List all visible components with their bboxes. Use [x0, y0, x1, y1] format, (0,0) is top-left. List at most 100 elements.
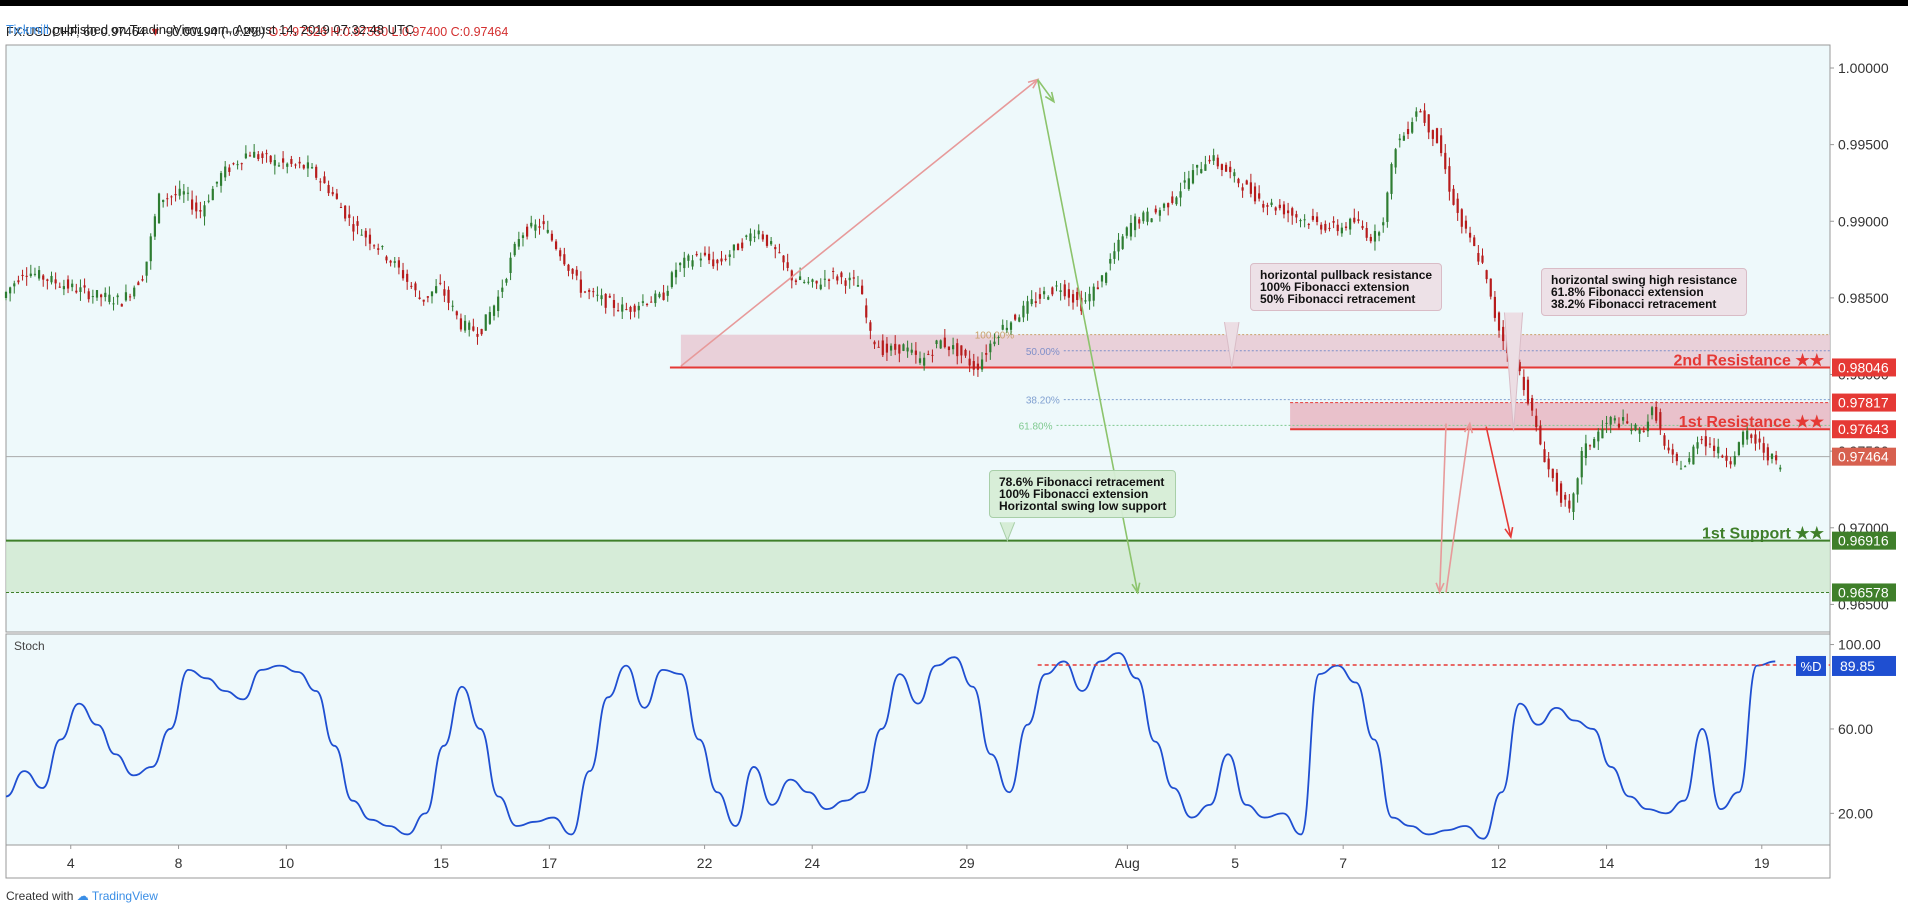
candle-body [1183, 180, 1186, 183]
candle-body [1684, 466, 1687, 468]
candle-body [513, 243, 516, 256]
stoch-value-badge [1832, 655, 1896, 676]
candle-body [426, 296, 429, 298]
time-tick-label: 29 [959, 855, 975, 871]
candle-body [480, 328, 483, 335]
candle-body [277, 165, 281, 167]
candle-body [459, 318, 463, 330]
time-tick-label: 19 [1754, 855, 1770, 871]
time-tick-label: 5 [1231, 855, 1239, 871]
candle-body [1481, 255, 1484, 263]
candle-body [1026, 301, 1029, 314]
candle-body [1200, 169, 1203, 174]
candle-body [468, 322, 471, 330]
time-tick-label: 7 [1339, 855, 1347, 871]
candle-body [931, 354, 934, 356]
candle-body [257, 154, 260, 159]
candle-body [1712, 445, 1716, 451]
swing-down-arrow-2 [1438, 423, 1447, 593]
candle-body [116, 295, 119, 298]
candle-body [1609, 417, 1612, 425]
candle-body [1258, 193, 1261, 199]
candle-body [401, 270, 405, 279]
candle-body [1071, 294, 1075, 303]
candle-body [1171, 196, 1174, 203]
candle-body [389, 260, 392, 263]
candle-body [794, 280, 798, 283]
candle-body [637, 305, 640, 311]
candle-body [972, 361, 975, 370]
candle-body [707, 253, 711, 261]
candle-body [397, 260, 401, 268]
candle-body [600, 295, 603, 300]
candle-body [455, 311, 458, 316]
candle-body [1398, 138, 1401, 141]
time-tick-label: 8 [175, 855, 183, 871]
candle-body [517, 239, 520, 247]
candle-body [1692, 446, 1695, 465]
note-pullback-resistance: horizontal pullback resistance 100% Fibo… [1250, 263, 1443, 311]
candle-body [1311, 215, 1315, 220]
candle-body [310, 167, 314, 169]
candle-body [29, 273, 32, 277]
stoch-value-label: 89.85 [1840, 658, 1875, 674]
candle-body [414, 283, 417, 291]
candle-body [128, 296, 132, 298]
candle-body [579, 279, 582, 293]
candle-body [1766, 447, 1769, 461]
stoch-d-label: %D [1801, 659, 1822, 674]
candle-body [1770, 453, 1774, 459]
note-pointer [1223, 322, 1240, 368]
candle-body [1468, 232, 1472, 238]
candle-body [1299, 220, 1302, 222]
candle-body [1779, 467, 1782, 470]
time-tick-label: 15 [433, 855, 449, 871]
candle-body [819, 284, 822, 290]
candle-body [1175, 197, 1178, 205]
candle-body [232, 163, 235, 165]
note-line: 78.6% Fibonacci retracement [999, 475, 1165, 489]
candle-body [1233, 172, 1236, 177]
candle-body [228, 167, 231, 172]
tradingview-brand[interactable]: TradingView [91, 889, 158, 903]
candle-body [712, 259, 715, 267]
candle-body [1580, 450, 1583, 478]
stoch-title: Stoch [14, 639, 45, 653]
candle-body [145, 261, 148, 276]
candle-body [1067, 289, 1071, 298]
candle-body [104, 292, 107, 298]
candle-body [1220, 164, 1224, 170]
candle-body [898, 344, 901, 354]
publisher-link[interactable]: Tickmill [6, 22, 49, 37]
candle-body [923, 357, 926, 366]
candle-body [703, 252, 707, 256]
candle-body [989, 343, 992, 353]
candle-body [1427, 114, 1430, 133]
candle-body [1150, 218, 1153, 223]
candle-body [869, 322, 872, 331]
candle-body [1584, 443, 1587, 458]
candle-body [803, 281, 806, 283]
time-tick-label: 14 [1599, 855, 1615, 871]
candle-body [749, 233, 752, 242]
candle-body [290, 159, 293, 164]
candle-body [798, 276, 802, 281]
candle-body [71, 283, 74, 288]
candle-body [141, 279, 144, 281]
candle-body [54, 279, 57, 284]
candle-body [178, 188, 181, 196]
candle-body [1229, 166, 1232, 173]
candle-body [1191, 170, 1195, 184]
candle-body [509, 257, 512, 273]
candle-body [1204, 164, 1207, 171]
price-badge-label: 0.97464 [1838, 449, 1889, 465]
candle-body [331, 192, 334, 195]
candle-body [377, 248, 380, 250]
note-line: 38.2% Fibonacci retracement [1551, 297, 1717, 311]
candle-body [327, 185, 330, 194]
note-swing-high-resistance: horizontal swing high resistance 61.8% F… [1541, 268, 1748, 316]
candle-body [1349, 218, 1352, 230]
candle-body [902, 344, 905, 351]
candle-body [166, 198, 169, 200]
